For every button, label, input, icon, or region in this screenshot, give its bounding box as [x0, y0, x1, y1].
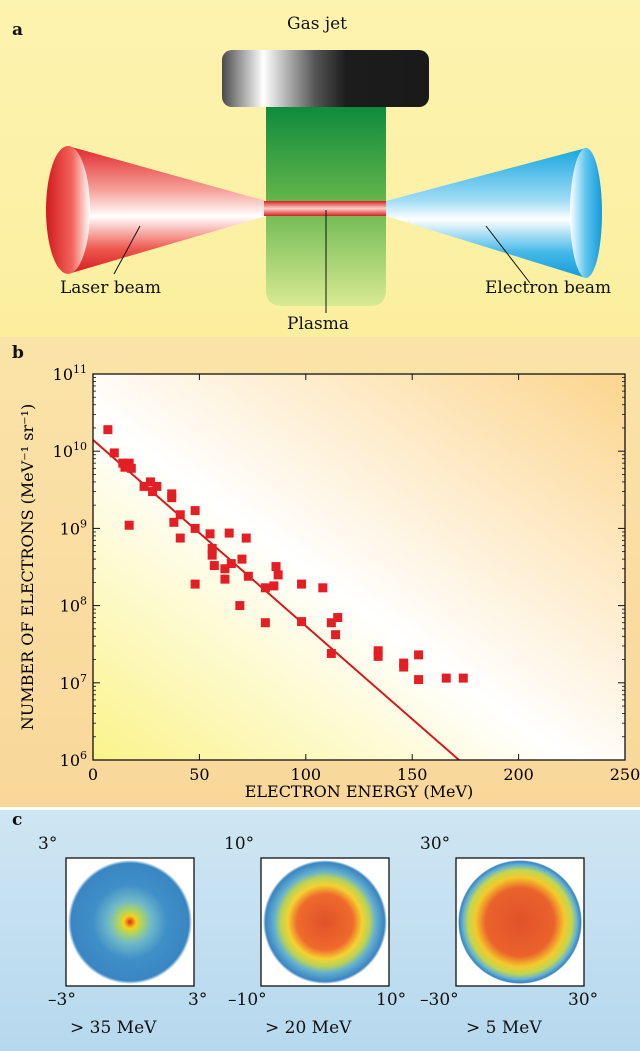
plasma-label: Plasma [287, 314, 349, 334]
x-tick-label: 0 [88, 765, 98, 784]
y-tick-label: 106 [60, 749, 87, 770]
data-point [414, 675, 423, 684]
y-tick-label: 108 [60, 595, 87, 616]
data-point [220, 575, 229, 584]
data-point [261, 618, 270, 627]
image-1-right-label: 3° [188, 990, 207, 1010]
data-point [274, 570, 283, 579]
image-3-caption: > 5 MeV [466, 1018, 542, 1038]
image-3-right-label: 30° [568, 990, 598, 1010]
image-2-right-label: 10° [376, 990, 406, 1010]
data-point [235, 601, 244, 610]
laser-beam-cone [68, 146, 266, 274]
beam-profile-spot-3 [458, 860, 582, 984]
data-point [269, 581, 278, 590]
beam-profile-images [0, 810, 640, 1051]
gas-jet-nozzle [222, 50, 429, 107]
image-3-left-label: –30° [420, 990, 459, 1010]
y-tick-label: 1011 [53, 363, 87, 384]
y-tick-label: 1010 [53, 440, 87, 461]
x-tick-label: 250 [610, 765, 640, 784]
data-point [272, 562, 281, 571]
y-axis-label: NUMBER OF ELECTRONS (MeV⁻¹ sr⁻¹) [18, 404, 37, 730]
electron-beam-end [570, 148, 602, 278]
data-point [208, 551, 217, 560]
data-point [327, 649, 336, 658]
data-point [225, 529, 234, 538]
data-point [242, 534, 251, 543]
data-point [152, 482, 161, 491]
image-1-caption: > 35 MeV [70, 1018, 156, 1038]
panel-a: a Gas jet [0, 0, 640, 337]
panel-c: c [0, 810, 640, 1051]
data-point [206, 529, 215, 538]
data-point [333, 613, 342, 622]
electron-beam-label: Electron beam [485, 278, 611, 298]
image-2-caption: > 20 MeV [265, 1018, 351, 1038]
data-point [297, 617, 306, 626]
data-point [237, 555, 246, 564]
data-point [110, 448, 119, 457]
data-point [442, 674, 451, 683]
data-point [191, 524, 200, 533]
data-point [374, 652, 383, 661]
data-point [176, 534, 185, 543]
x-tick-label: 200 [503, 765, 534, 784]
data-point [261, 583, 270, 592]
image-1-left-label: –3° [48, 990, 76, 1010]
image-3-top-label: 30° [420, 834, 450, 854]
data-point [103, 425, 112, 434]
x-tick-label: 50 [189, 765, 209, 784]
plot-area [93, 374, 625, 760]
data-point [297, 580, 306, 589]
beam-profile-spot-1 [68, 860, 192, 984]
laser-beam-end [46, 146, 90, 274]
data-point [125, 521, 134, 530]
data-point [191, 580, 200, 589]
electron-beam-cone [386, 148, 586, 278]
data-point [459, 674, 468, 683]
data-point [191, 506, 200, 515]
image-2-top-label: 10° [224, 834, 254, 854]
image-2-left-label: –10° [228, 990, 267, 1010]
laser-beam-label: Laser beam [60, 278, 161, 298]
data-point [167, 493, 176, 502]
data-point [176, 510, 185, 519]
data-point [244, 572, 253, 581]
y-tick-label: 109 [60, 517, 87, 538]
data-point [127, 464, 136, 473]
data-point [318, 583, 327, 592]
y-tick-label: 107 [60, 672, 87, 693]
data-point [331, 630, 340, 639]
x-axis-label: ELECTRON ENERGY (MeV) [245, 782, 474, 801]
data-point [399, 663, 408, 672]
beam-profile-spot-2 [263, 860, 387, 984]
data-point [210, 561, 219, 570]
data-point [414, 650, 423, 659]
image-1-top-label: 3° [38, 834, 57, 854]
data-point [227, 559, 236, 568]
panel-b: b 0 50 100 150 200 250 106 107 108 109 1010 1011 EL… [0, 337, 640, 807]
